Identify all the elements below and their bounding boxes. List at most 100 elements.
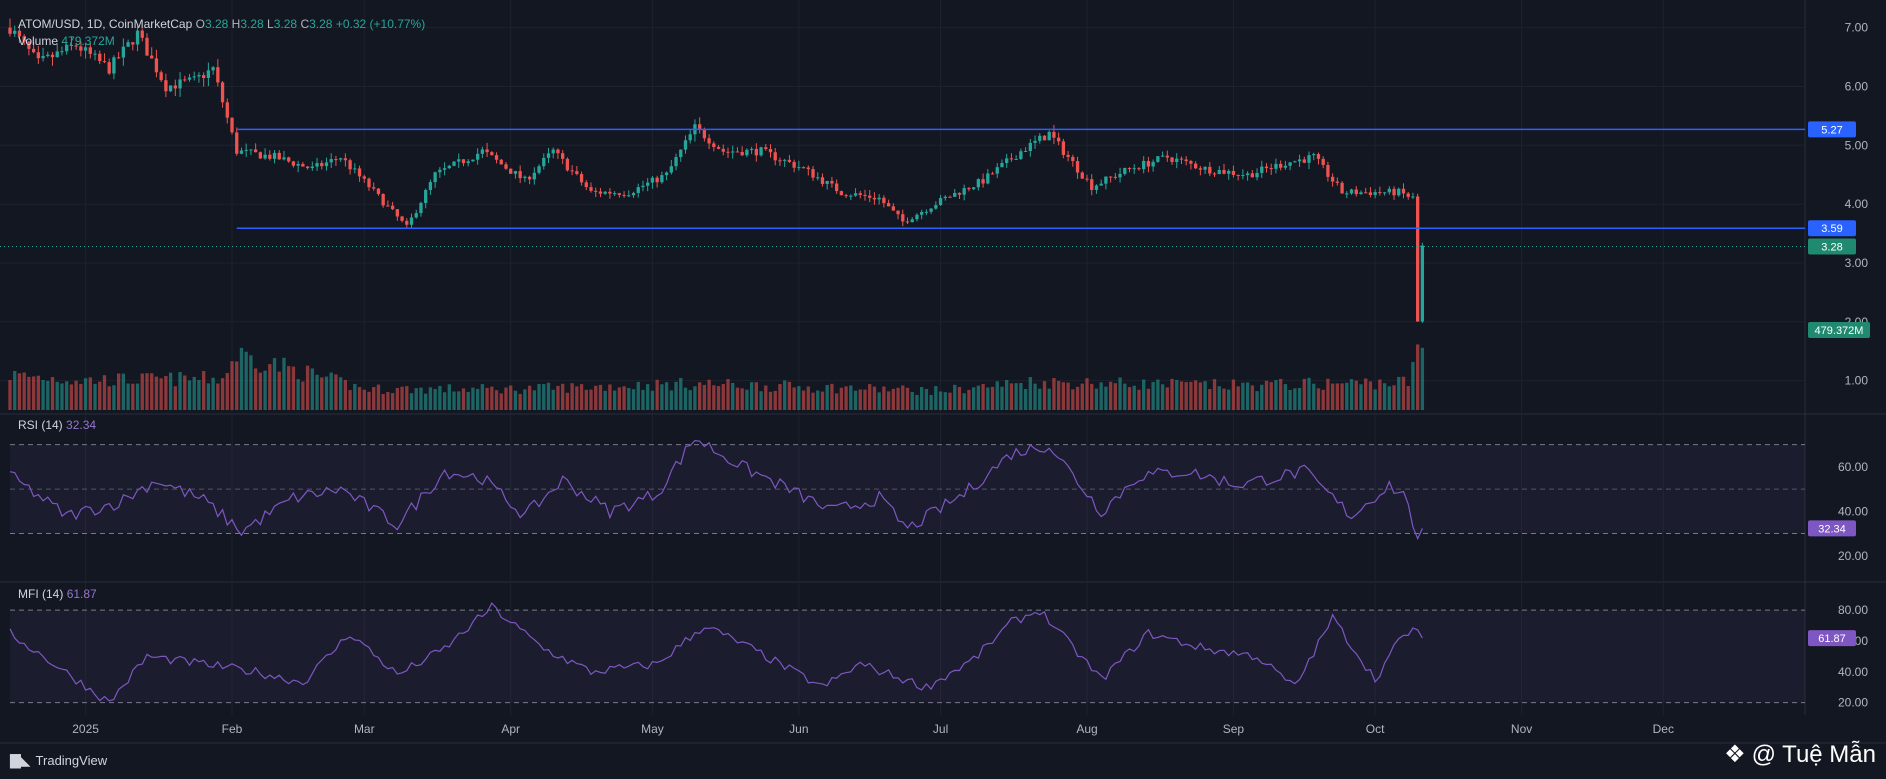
volume-bar [579,384,584,410]
volume-bar [631,389,636,410]
candle-body [608,191,612,194]
candle-body [428,182,433,191]
candle-body [1075,161,1080,173]
candle-body [386,205,390,207]
volume-bar [872,386,877,410]
volume-bar [471,387,475,410]
volume-bar [646,384,650,410]
candle-body [1175,158,1179,163]
candle-body [107,62,111,74]
candle-body [589,187,593,191]
volume-bar [641,389,645,410]
candle-body [740,152,744,156]
x-tick-label: Jul [933,722,948,736]
candle-body [1189,161,1193,164]
candle-body [1302,159,1306,163]
volume-bar [173,386,177,410]
candle-body [424,190,428,203]
candle-body [1269,168,1273,170]
volume-bar [759,391,763,410]
candle-body [1042,135,1047,141]
candle-body [8,27,12,34]
volume-bar [943,392,947,410]
volume-bar [225,373,229,410]
volume-bar [1302,378,1306,410]
volume-bar [74,380,78,410]
volume-value: 479.372M [61,34,115,48]
high-label: H [231,17,241,31]
volume-bar [1061,382,1066,410]
candle-body [660,175,664,183]
candle-body [339,158,343,160]
mfi-value-label-bg [1808,630,1856,647]
volume-bar [924,389,929,410]
volume-bar [282,357,286,410]
candle-body [924,211,929,213]
candle-body [938,198,943,206]
candle-body [584,182,588,188]
candle-body [910,219,914,223]
volume-bar [1127,387,1132,410]
volume-bar [98,381,102,410]
candle-body [244,149,248,151]
candle-body [1279,163,1283,168]
candle-body [882,197,886,204]
volume-bar [419,387,423,410]
candle-body [650,177,655,183]
volume-bar [121,373,126,410]
volume-bar [1264,380,1269,410]
volume-bar [1108,381,1113,410]
volume-bar [1340,383,1344,410]
volume-bar [140,373,144,410]
watermark-text: @ Tuệ Mẫn [1751,740,1876,768]
volume-bar [1269,382,1273,410]
rsi-value-label: 32.34 [1818,523,1846,535]
candle-body [617,193,622,195]
volume-bar [494,390,499,410]
candle-body [192,76,196,78]
candle-body [88,47,92,54]
volume-bar [65,381,69,410]
candle-body [390,205,395,210]
candle-body [764,147,768,149]
volume-bar [1255,391,1259,410]
tradingview-brand[interactable]: ▇◣ TradingView [10,752,107,769]
candle-body [334,159,338,161]
candle-body [655,177,659,183]
volume-bar [1019,382,1023,410]
volume-bar [806,386,810,410]
candle-body [116,57,121,59]
candle-body [239,150,244,154]
candle-body [986,173,990,184]
volume-bar [1349,379,1354,410]
volume-bar [627,388,631,410]
volume-bar [1274,380,1278,410]
candle-body [698,124,702,130]
candle-body [168,85,173,92]
rsi-y-tick: 20.00 [1838,549,1868,563]
volume-bar [1028,376,1032,410]
candle-body [409,217,414,225]
volume-bar [1132,385,1136,410]
volume-bar [83,378,88,410]
volume-bar [594,385,598,410]
candle-body [253,149,258,153]
candle-body [901,214,905,222]
candle-body [36,52,40,59]
low-label: L [267,17,274,31]
candle-body [41,56,45,59]
rsi-label: RSI (14) [18,418,63,432]
candle-body [820,177,825,184]
candle-body [858,193,862,195]
candle-body [1047,131,1051,141]
volume-bar [343,380,348,410]
volume-bar [509,385,513,410]
volume-bar [778,384,782,410]
candle-body [527,176,532,180]
candle-body [1014,158,1018,160]
volume-bar [1104,386,1108,410]
volume-bar [617,387,622,410]
candle-body [83,47,88,51]
volume-bar [981,383,985,410]
